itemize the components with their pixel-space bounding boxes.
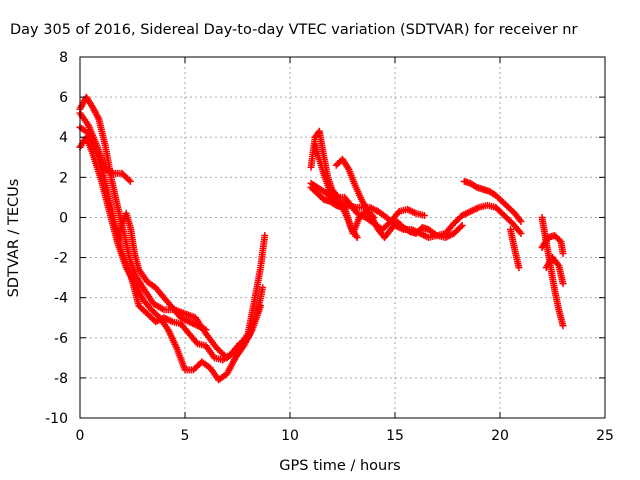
data-point <box>370 213 378 221</box>
data-point <box>515 264 523 272</box>
data-point <box>517 229 525 237</box>
data-point <box>559 250 567 258</box>
series-13 <box>538 231 567 258</box>
data-point <box>471 182 479 190</box>
data-point <box>420 211 428 219</box>
y-tick-label: 4 <box>59 130 68 146</box>
data-point <box>126 177 134 185</box>
y-tick-label: -4 <box>54 291 68 307</box>
x-tick-label: 15 <box>386 428 404 444</box>
data-point <box>404 226 412 234</box>
y-tick-label: -10 <box>45 411 68 427</box>
series-3 <box>76 109 134 185</box>
series-10 <box>460 177 525 225</box>
x-tick-label: 25 <box>596 428 614 444</box>
data-point <box>261 231 269 239</box>
data-point <box>259 284 267 292</box>
x-tick-label: 20 <box>491 428 509 444</box>
data-point <box>125 176 133 184</box>
series-14 <box>542 254 567 288</box>
data-point <box>559 280 567 288</box>
data-point <box>202 326 210 334</box>
y-tick-label: -6 <box>54 331 68 347</box>
y-tick-label: 6 <box>59 90 68 106</box>
y-tick-label: -2 <box>54 251 68 267</box>
x-tick-label: 5 <box>181 428 190 444</box>
data-point <box>555 236 563 244</box>
series-12 <box>538 213 567 330</box>
data-points <box>76 93 567 384</box>
y-tick-label: 2 <box>59 170 68 186</box>
y-tick-label: -8 <box>54 371 68 387</box>
series-8 <box>311 141 361 241</box>
data-point <box>559 322 567 330</box>
series-9 <box>332 155 378 221</box>
series-11 <box>507 225 523 272</box>
x-tick-label: 0 <box>76 428 85 444</box>
data-point <box>353 234 361 241</box>
data-point <box>457 223 465 231</box>
y-tick-label: 8 <box>59 50 68 66</box>
chart-title: Day 305 of 2016, Sidereal Day-to-day VTE… <box>10 22 577 38</box>
data-point <box>458 221 466 229</box>
data-point <box>517 217 525 225</box>
plot-frame <box>79 56 606 419</box>
grid-lines <box>80 57 605 418</box>
y-axis-label: SDTVAR / TECUs <box>6 179 22 298</box>
series-4 <box>114 209 210 334</box>
x-tick-label: 10 <box>281 428 299 444</box>
y-tick-label: 0 <box>59 210 68 226</box>
data-point <box>368 212 376 220</box>
x-axis-label: GPS time / hours <box>279 458 400 474</box>
